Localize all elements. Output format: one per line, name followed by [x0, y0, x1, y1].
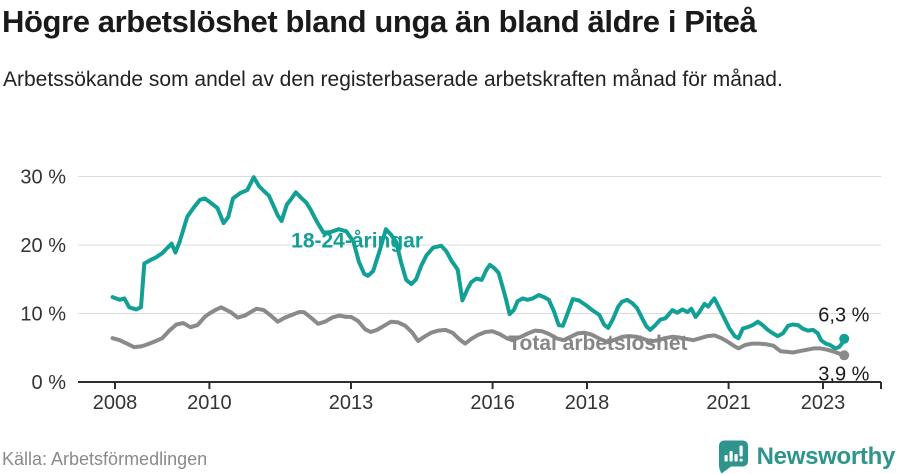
- series-line-1: [110, 305, 847, 358]
- x-axis-tick-label: 2010: [187, 392, 232, 414]
- y-axis-tick-label: 0 %: [32, 372, 67, 394]
- source-note: Källa: Arbetsförmedlingen: [2, 449, 208, 469]
- annotation-label: 18-24-åringar: [291, 230, 423, 253]
- y-axis-tick-label: 20 %: [20, 235, 66, 257]
- x-axis-tick-label: 2021: [706, 392, 751, 414]
- series-end-dot-0: [839, 333, 850, 344]
- y-axis-tick-label: 10 %: [20, 304, 66, 326]
- annotation-label: 6,3 %: [818, 305, 869, 327]
- annotation-label: 3,9 %: [818, 364, 869, 386]
- series-end-dot-1: [839, 350, 850, 361]
- bar-chart-pin-icon: [718, 440, 748, 474]
- x-axis-tick-label: 2023: [801, 392, 846, 414]
- x-axis-tick-label: 2018: [565, 392, 610, 414]
- page-title: Högre arbetslöshet bland unga än bland ä…: [2, 4, 757, 39]
- series-line-0: [110, 175, 847, 351]
- newsworthy-logo: Newsworthy: [718, 440, 895, 474]
- x-axis-tick-label: 2008: [93, 392, 138, 414]
- y-axis-tick-label: 30 %: [20, 167, 66, 189]
- x-axis-tick-label: 2013: [329, 392, 374, 414]
- annotation-label: Total arbetslöshet: [508, 332, 687, 355]
- brand-name: Newsworthy: [756, 443, 896, 470]
- x-axis-tick-label: 2016: [470, 392, 515, 414]
- chart-subtitle: Arbetssökande som andel av den registerb…: [3, 68, 783, 91]
